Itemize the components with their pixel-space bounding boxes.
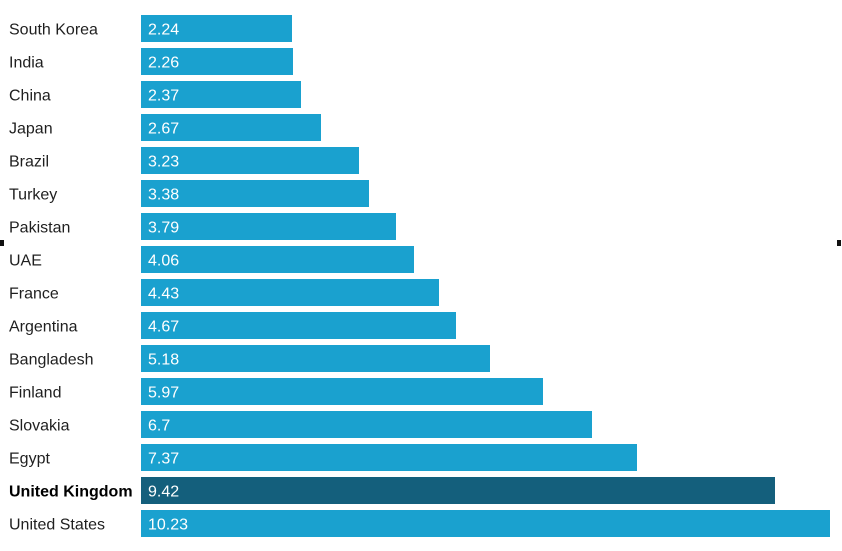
- category-label-finland: Finland: [9, 385, 61, 402]
- category-label-china: China: [9, 88, 51, 105]
- category-label-india: India: [9, 55, 44, 72]
- value-label-india: 2.26: [148, 55, 179, 72]
- bar-turkey: [141, 180, 369, 207]
- category-label-brazil: Brazil: [9, 154, 49, 171]
- value-label-egypt: 7.37: [148, 451, 179, 468]
- category-label-egypt: Egypt: [9, 451, 50, 468]
- value-label-uae: 4.06: [148, 253, 179, 270]
- bar-argentina: [141, 312, 456, 339]
- category-label-turkey: Turkey: [9, 187, 57, 204]
- value-label-brazil: 3.23: [148, 154, 179, 171]
- value-labels-group: 2.24 2.26 2.37 2.67 3.23 3.38 3.79 4.06 4.43 4.67…: [148, 22, 188, 534]
- value-label-united-kingdom: 9.42: [148, 484, 179, 501]
- bar-france: [141, 279, 439, 306]
- bar-india: [141, 48, 293, 75]
- category-labels-group: South Korea India China Japan Brazil Turkey Pa…: [9, 22, 133, 534]
- value-label-bangladesh: 5.18: [148, 352, 179, 369]
- value-label-japan: 2.67: [148, 121, 179, 138]
- category-label-pakistan: Pakistan: [9, 220, 70, 237]
- value-label-finland: 5.97: [148, 385, 179, 402]
- category-label-slovakia: Slovakia: [9, 418, 70, 435]
- category-label-uae: UAE: [9, 253, 42, 270]
- value-label-south-korea: 2.24: [148, 22, 179, 39]
- value-label-turkey: 3.38: [148, 187, 179, 204]
- bars-group: [141, 15, 830, 537]
- value-label-pakistan: 3.79: [148, 220, 179, 237]
- bar-brazil: [141, 147, 359, 174]
- category-label-united-states: United States: [9, 517, 105, 534]
- bar-china: [141, 81, 301, 108]
- value-label-united-states: 10.23: [148, 517, 188, 534]
- right-edge-marker: [837, 240, 841, 246]
- category-label-france: France: [9, 286, 59, 303]
- bar-united-states: [141, 510, 830, 537]
- category-label-united-kingdom: United Kingdom: [9, 484, 133, 501]
- category-label-argentina: Argentina: [9, 319, 78, 336]
- bar-slovakia: [141, 411, 592, 438]
- bar-japan: [141, 114, 321, 141]
- bar-bangladesh: [141, 345, 490, 372]
- category-label-japan: Japan: [9, 121, 53, 138]
- left-edge-marker: [0, 240, 4, 246]
- value-label-china: 2.37: [148, 88, 179, 105]
- bar-south-korea: [141, 15, 292, 42]
- category-label-bangladesh: Bangladesh: [9, 352, 94, 369]
- value-label-france: 4.43: [148, 286, 179, 303]
- bar-uae: [141, 246, 414, 273]
- bar-egypt: [141, 444, 637, 471]
- value-label-slovakia: 6.7: [148, 418, 170, 435]
- bar-finland: [141, 378, 543, 405]
- bar-pakistan: [141, 213, 396, 240]
- bar-united-kingdom: [141, 477, 775, 504]
- category-label-south-korea: South Korea: [9, 22, 98, 39]
- value-label-argentina: 4.67: [148, 319, 179, 336]
